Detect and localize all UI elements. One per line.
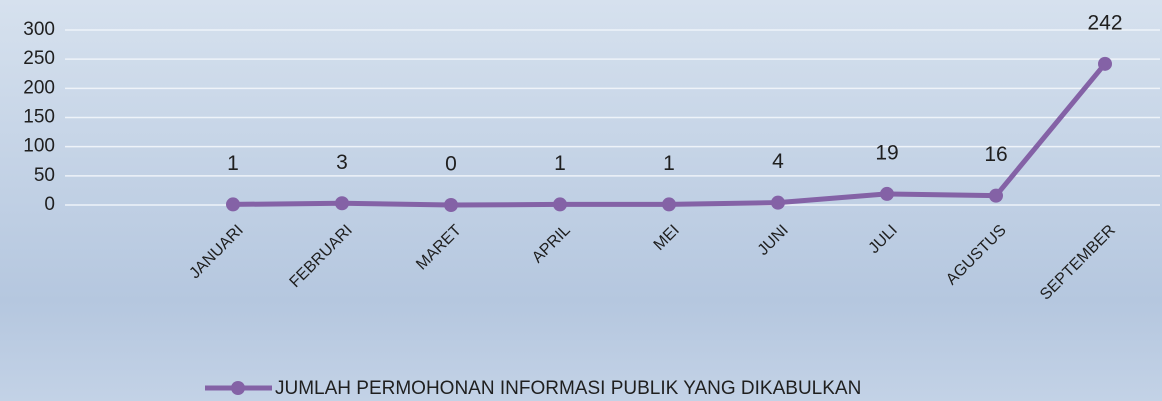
y-tick-label: 100 (23, 136, 55, 157)
data-label: 16 (984, 143, 1007, 166)
data-point (226, 197, 240, 212)
data-label: 242 (1087, 11, 1122, 34)
data-label: 1 (227, 152, 239, 175)
data-label: 1 (663, 152, 675, 175)
data-point (771, 195, 785, 210)
y-tick-label: 0 (44, 194, 55, 215)
data-label: 0 (445, 153, 457, 176)
y-tick-label: 200 (23, 77, 55, 98)
data-label: 3 (336, 151, 348, 174)
data-point (989, 188, 1003, 203)
data-label: 19 (875, 141, 898, 164)
data-label: 1 (554, 152, 566, 175)
data-point (553, 197, 567, 212)
data-point (335, 196, 349, 211)
legend-label: JUMLAH PERMOHONAN INFORMASI PUBLIK YANG … (275, 378, 861, 399)
y-tick-label: 150 (23, 107, 55, 128)
y-tick-label: 300 (23, 19, 55, 40)
legend-marker (231, 381, 245, 395)
data-point (662, 197, 676, 212)
y-tick-label: 50 (34, 165, 55, 186)
data-point (1098, 56, 1112, 71)
data-point (444, 198, 458, 212)
data-point (880, 186, 894, 201)
data-label: 4 (772, 150, 784, 173)
y-tick-label: 250 (23, 48, 55, 69)
